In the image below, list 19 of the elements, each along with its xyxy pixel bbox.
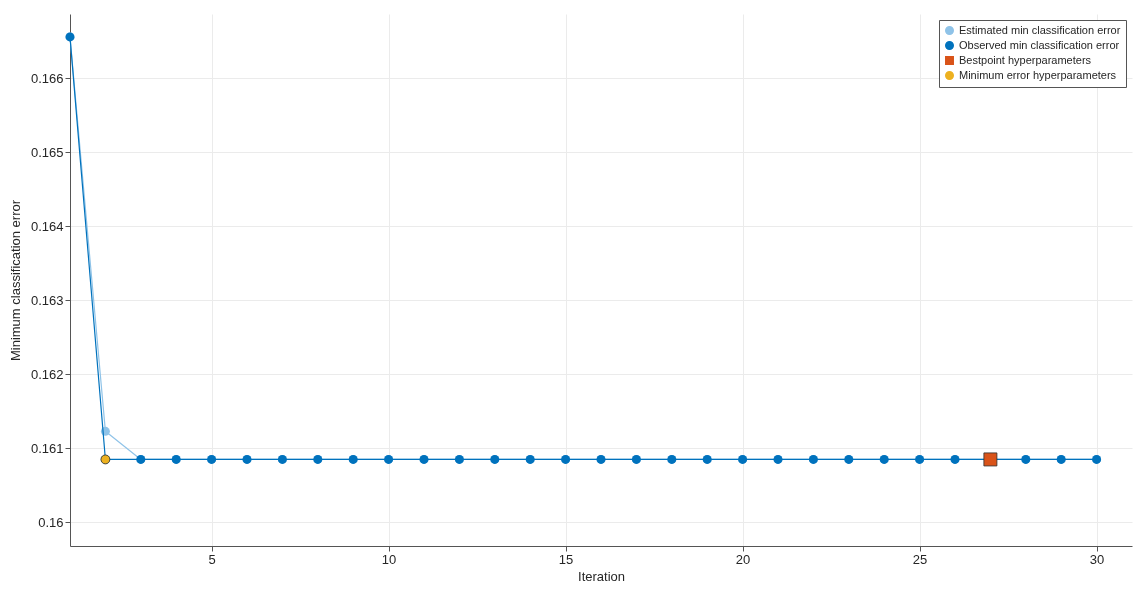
x-tick-label: 15 bbox=[558, 551, 574, 567]
y-tick-label: 0.166 bbox=[30, 70, 64, 86]
legend-label: Estimated min classification error bbox=[959, 23, 1121, 36]
x-tick-label: 30 bbox=[1089, 551, 1105, 567]
y-axis-title: Minimum classification error bbox=[7, 199, 23, 362]
y-tick-label: 0.163 bbox=[30, 292, 64, 308]
legend-label: Minimum error hyperparameters bbox=[959, 68, 1117, 81]
x-axis-title: Iteration bbox=[578, 568, 625, 584]
y-tick-label: 0.162 bbox=[30, 366, 64, 382]
x-tick-label: 20 bbox=[735, 551, 751, 567]
legend-label: Bestpoint hyperparameters bbox=[959, 53, 1092, 66]
y-tick-label: 0.16 bbox=[38, 514, 64, 530]
legend-label: Observed min classification error bbox=[959, 38, 1120, 51]
y-tick-label: 0.165 bbox=[30, 144, 64, 160]
x-tick-label: 10 bbox=[381, 551, 397, 567]
x-tick-label: 5 bbox=[208, 551, 216, 567]
y-tick-label: 0.161 bbox=[30, 440, 64, 456]
x-tick-label: 25 bbox=[912, 551, 928, 567]
y-tick-label: 0.164 bbox=[30, 218, 64, 234]
